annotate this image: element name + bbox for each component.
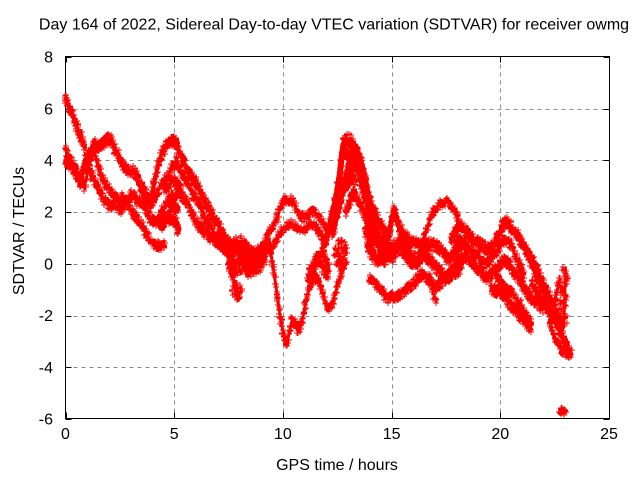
- svg-text:0: 0: [44, 256, 53, 273]
- svg-text:15: 15: [383, 426, 401, 443]
- svg-text:8: 8: [44, 50, 53, 67]
- svg-text:25: 25: [600, 426, 618, 443]
- svg-text:GPS time / hours: GPS time / hours: [276, 457, 398, 474]
- svg-text:0: 0: [61, 426, 70, 443]
- svg-text:-2: -2: [39, 308, 53, 325]
- svg-text:-6: -6: [39, 412, 53, 429]
- svg-text:-4: -4: [39, 360, 53, 377]
- svg-text:20: 20: [491, 426, 509, 443]
- svg-text:2: 2: [44, 205, 53, 222]
- svg-text:6: 6: [44, 101, 53, 118]
- svg-text:Day 164 of 2022, Sidereal Day-: Day 164 of 2022, Sidereal Day-to-day VTE…: [39, 17, 629, 34]
- svg-text:10: 10: [274, 426, 292, 443]
- svg-text:SDTVAR / TECUs: SDTVAR / TECUs: [11, 167, 28, 295]
- svg-text:5: 5: [170, 426, 179, 443]
- svg-text:4: 4: [44, 153, 53, 170]
